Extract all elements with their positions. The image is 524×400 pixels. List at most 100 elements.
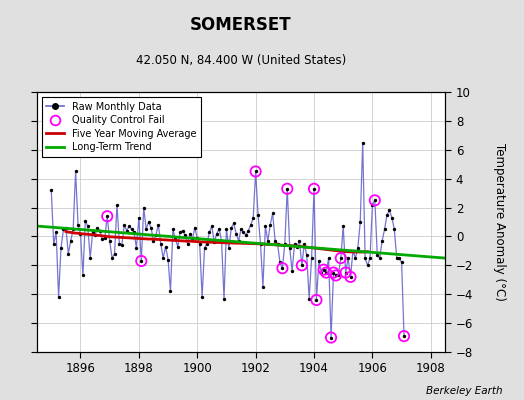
Point	[370, 197, 379, 204]
Point	[59, 226, 68, 232]
Point	[370, 197, 379, 204]
Point	[176, 229, 184, 235]
Point	[252, 168, 260, 175]
Point	[351, 255, 359, 261]
Point	[368, 202, 377, 208]
Point	[57, 245, 65, 251]
Point	[81, 217, 90, 224]
Point	[91, 232, 99, 238]
Point	[234, 238, 243, 244]
Point	[259, 284, 267, 290]
Point	[232, 230, 241, 237]
Point	[74, 222, 82, 228]
Point	[105, 238, 114, 244]
Point	[132, 245, 140, 251]
Point	[130, 229, 138, 235]
Point	[327, 334, 335, 341]
Point	[400, 333, 408, 339]
Point	[286, 245, 294, 251]
Point	[397, 259, 406, 266]
Point	[123, 228, 131, 234]
Point	[254, 212, 262, 218]
Point	[149, 238, 158, 244]
Point	[159, 255, 167, 261]
Point	[298, 262, 306, 268]
Point	[278, 265, 287, 272]
Point	[113, 202, 121, 208]
Point	[161, 243, 170, 250]
Point	[203, 240, 211, 247]
Point	[274, 240, 282, 247]
Point	[67, 238, 75, 244]
Point	[169, 226, 177, 232]
Point	[329, 269, 337, 276]
Point	[239, 229, 248, 235]
Point	[191, 224, 199, 231]
Point	[142, 226, 150, 232]
Point	[198, 294, 206, 300]
Point	[385, 207, 394, 214]
Point	[271, 238, 279, 244]
Point	[252, 168, 260, 175]
Point	[49, 240, 58, 247]
Point	[166, 288, 174, 294]
Point	[283, 186, 291, 192]
Point	[344, 255, 352, 261]
Point	[120, 222, 128, 228]
Point	[220, 295, 228, 302]
Point	[312, 297, 321, 303]
Title: 42.050 N, 84.400 W (United States): 42.050 N, 84.400 W (United States)	[136, 54, 346, 67]
Point	[400, 333, 408, 339]
Point	[62, 224, 70, 231]
Point	[317, 269, 325, 276]
Point	[334, 272, 343, 279]
Point	[173, 243, 182, 250]
Point	[154, 222, 162, 228]
Point	[358, 139, 367, 146]
Point	[127, 226, 136, 232]
Point	[295, 238, 303, 244]
Point	[54, 294, 63, 300]
Point	[151, 232, 160, 238]
Point	[380, 226, 389, 232]
Point	[111, 250, 119, 257]
Point	[179, 228, 187, 234]
Point	[86, 255, 94, 261]
Point	[200, 245, 209, 251]
Point	[336, 255, 345, 261]
Point	[324, 255, 333, 261]
Point	[108, 255, 116, 261]
Point	[339, 223, 347, 230]
Point	[137, 258, 146, 264]
Point	[322, 269, 331, 276]
Point	[79, 272, 87, 279]
Point	[118, 242, 126, 248]
Point	[342, 269, 350, 276]
Point	[395, 255, 403, 261]
Point	[305, 295, 313, 302]
Text: SOMERSET: SOMERSET	[190, 16, 292, 34]
Point	[52, 229, 60, 235]
Point	[157, 240, 165, 247]
Point	[103, 213, 112, 220]
Point	[310, 186, 318, 192]
Point	[96, 228, 104, 234]
Point	[342, 269, 350, 276]
Point	[205, 229, 214, 235]
Point	[193, 235, 201, 241]
Point	[222, 226, 231, 232]
Point	[320, 266, 328, 273]
Point	[77, 230, 85, 237]
Text: Berkeley Earth: Berkeley Earth	[427, 386, 503, 396]
Point	[195, 240, 204, 247]
Point	[93, 224, 102, 231]
Point	[69, 226, 78, 232]
Point	[378, 238, 386, 244]
Point	[261, 223, 269, 230]
Point	[315, 258, 323, 264]
Y-axis label: Temperature Anomaly (°C): Temperature Anomaly (°C)	[493, 143, 506, 301]
Point	[390, 226, 399, 232]
Point	[208, 223, 216, 230]
Point	[256, 240, 265, 247]
Point	[290, 240, 299, 247]
